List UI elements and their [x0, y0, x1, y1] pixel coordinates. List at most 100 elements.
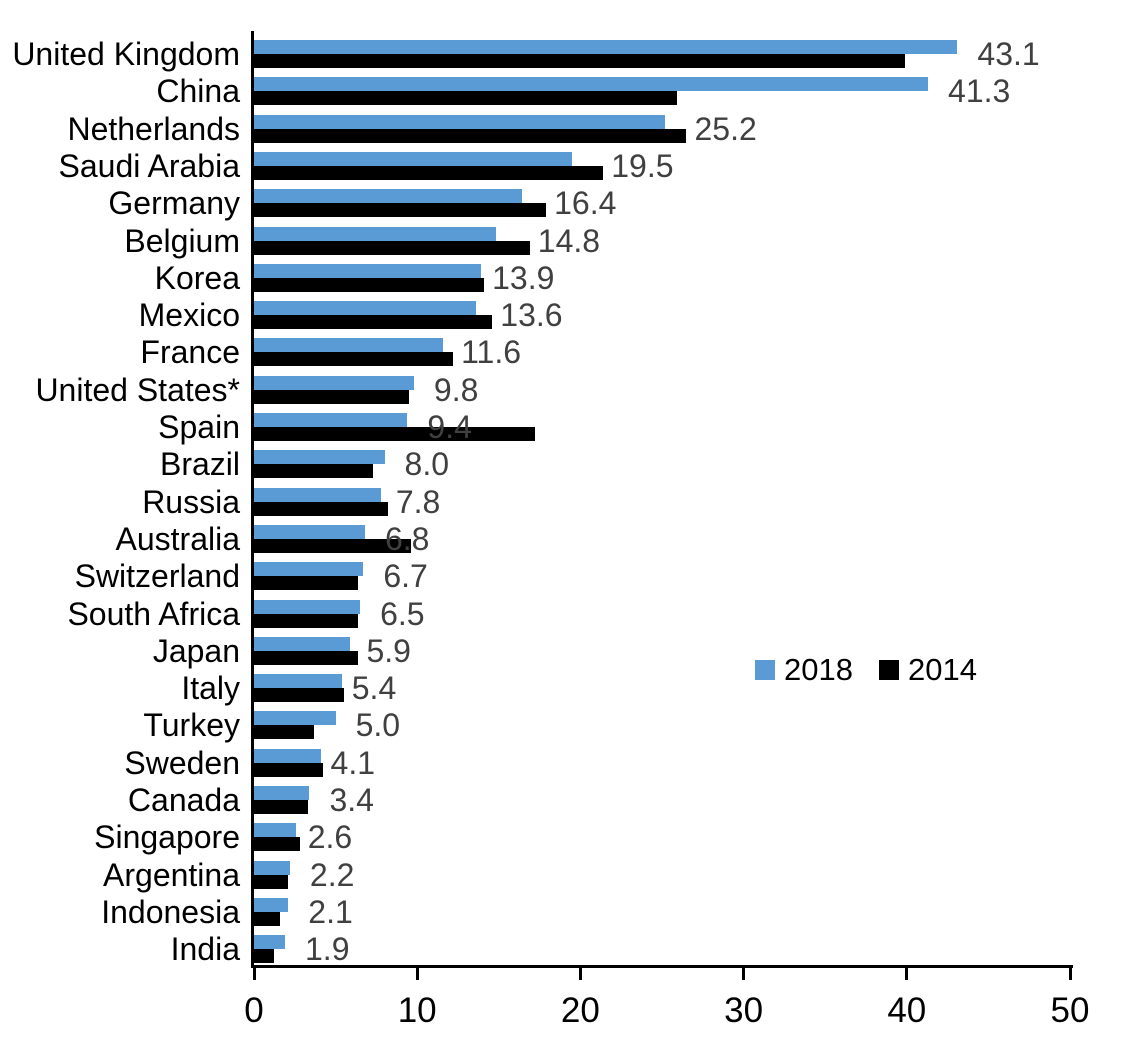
legend-item-2018: 2018 [755, 653, 853, 687]
bar-row: India 1.9 [0, 926, 1123, 967]
bar-2018 [254, 636, 351, 651]
bar-2018 [254, 897, 289, 912]
category-label: Argentina [103, 856, 240, 893]
bar-row: Canada 3.4 [0, 777, 1123, 818]
x-axis-tick-label: 10 [397, 990, 437, 1030]
bar-2014 [254, 427, 535, 441]
legend-label-2018: 2018 [784, 652, 853, 687]
bar-2014 [254, 949, 274, 964]
bar-2018 [254, 935, 285, 950]
value-label: 5.9 [366, 632, 411, 669]
category-label: Russia [142, 483, 240, 520]
value-label: 43.1 [977, 36, 1040, 72]
bar-2014 [254, 837, 300, 852]
y-axis-line [251, 31, 254, 968]
bar-2018 [254, 860, 290, 875]
bar-2018 [254, 524, 365, 539]
bar-2018 [254, 338, 444, 353]
value-label: 13.6 [500, 297, 563, 334]
bar-2014 [254, 725, 315, 740]
value-label: 2.1 [308, 893, 353, 930]
category-label: Australia [115, 520, 241, 557]
bar-row: Argentina 2.2 [0, 852, 1123, 893]
category-label: United Kingdom [12, 36, 240, 72]
bar-row: Korea 13.9 [0, 255, 1123, 296]
category-label: France [140, 334, 240, 371]
bar-2018 [254, 413, 408, 427]
bar-row: Netherlands 25.2 [0, 106, 1123, 147]
bar-2018 [254, 562, 364, 577]
bar-2014 [254, 688, 344, 703]
x-axis-tick-label: 0 [244, 990, 264, 1030]
bar-row: Russia 7.8 [0, 479, 1123, 520]
category-label: Netherlands [67, 110, 240, 147]
value-label: 6.5 [380, 595, 425, 632]
value-label: 2.6 [307, 819, 353, 856]
bar-2018 [254, 375, 414, 390]
value-label: 2.2 [309, 856, 355, 893]
category-label: Sweden [124, 744, 240, 781]
bar-2018 [254, 674, 343, 689]
legend-swatch-2018 [755, 660, 775, 680]
bar-2018 [254, 40, 958, 54]
category-label: Switzerland [74, 558, 240, 595]
x-axis-tick-label: 20 [560, 990, 600, 1030]
category-label: United States* [35, 371, 240, 408]
category-label: Brazil [159, 446, 240, 483]
category-label: Spain [158, 409, 240, 445]
value-label: 13.9 [492, 259, 555, 296]
x-axis-tick [905, 967, 909, 980]
bar-2014 [254, 128, 687, 143]
bar-2018 [254, 599, 361, 614]
bar-2014 [254, 54, 906, 68]
category-label: Germany [108, 185, 240, 222]
value-label: 14.8 [537, 222, 601, 259]
bar-2014 [254, 650, 359, 665]
category-label: Mexico [138, 297, 240, 334]
bar-row: United Kingdom 43.1 [0, 31, 1123, 72]
value-label: 41.3 [948, 73, 1011, 110]
bar-2018 [254, 151, 573, 166]
bar-row: Mexico 13.6 [0, 292, 1123, 333]
value-label: 7.8 [395, 483, 441, 520]
value-label: 5.4 [351, 670, 397, 707]
category-label: Singapore [94, 819, 240, 856]
bar-row: Australia 6.8 [0, 516, 1123, 557]
x-axis-tick [1068, 967, 1072, 980]
value-label: 25.2 [694, 110, 757, 147]
bar-2014 [254, 576, 359, 591]
bar-2014 [254, 874, 289, 889]
bar-row: Indonesia 2.1 [0, 889, 1123, 930]
bar-2018 [254, 748, 321, 763]
value-label: 6.8 [384, 520, 430, 557]
x-axis-tick [252, 967, 256, 980]
category-label: Japan [152, 632, 240, 669]
bar-2014 [254, 315, 493, 330]
value-label: 11.6 [461, 334, 521, 371]
bar-row: Brazil 8.0 [0, 441, 1123, 482]
category-label: India [170, 931, 240, 968]
category-label: South Africa [67, 595, 240, 632]
bar-row: Sweden 4.1 [0, 740, 1123, 781]
bar-row: Germany 16.4 [0, 180, 1123, 221]
value-label: 9.4 [427, 409, 472, 445]
bar-2014 [254, 203, 547, 218]
bar-2014 [254, 91, 677, 106]
category-label: Indonesia [101, 893, 240, 930]
bar-row: China 41.3 [0, 68, 1123, 109]
value-label: 3.4 [329, 782, 374, 818]
bar-row: Belgium 14.8 [0, 218, 1123, 259]
value-label: 16.4 [554, 185, 617, 222]
bar-2018 [254, 263, 481, 278]
bar-2014 [254, 277, 485, 292]
x-axis-tick [578, 967, 582, 980]
bar-2018 [254, 487, 382, 502]
bar-2014 [254, 762, 323, 777]
bar-row: United States* 9.8 [0, 367, 1123, 408]
category-label: Turkey [143, 707, 240, 744]
legend-item-2014: 2014 [878, 653, 977, 687]
bar-2014 [254, 352, 454, 367]
value-label: 6.7 [383, 558, 428, 595]
bar-row: South Africa 6.5 [0, 591, 1123, 632]
category-label: Korea [154, 259, 240, 296]
